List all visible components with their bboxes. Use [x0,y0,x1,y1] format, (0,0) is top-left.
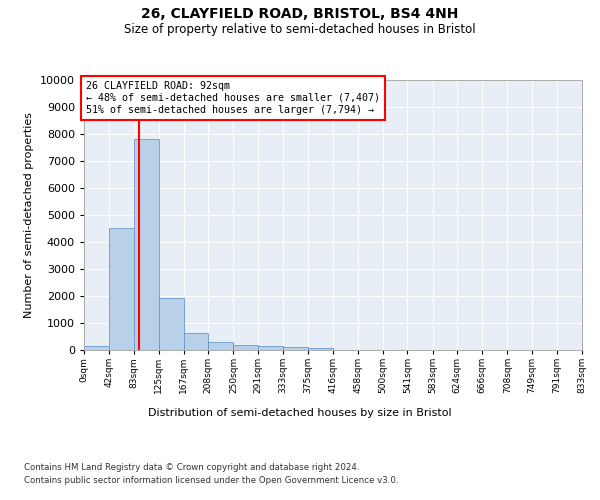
Text: 26 CLAYFIELD ROAD: 92sqm
← 48% of semi-detached houses are smaller (7,407)
51% o: 26 CLAYFIELD ROAD: 92sqm ← 48% of semi-d… [86,82,380,114]
Bar [258,346,283,350]
Text: 26, CLAYFIELD ROAD, BRISTOL, BS4 4NH: 26, CLAYFIELD ROAD, BRISTOL, BS4 4NH [142,8,458,22]
Text: Distribution of semi-detached houses by size in Bristol: Distribution of semi-detached houses by … [148,408,452,418]
Bar [159,298,184,350]
Bar [84,346,109,350]
Text: Size of property relative to semi-detached houses in Bristol: Size of property relative to semi-detach… [124,22,476,36]
Bar [109,228,134,350]
Bar [184,334,208,350]
Bar [233,346,258,350]
Bar [283,347,308,350]
Bar [308,348,333,350]
Y-axis label: Number of semi-detached properties: Number of semi-detached properties [25,112,34,318]
Text: Contains HM Land Registry data © Crown copyright and database right 2024.: Contains HM Land Registry data © Crown c… [24,462,359,471]
Text: Contains public sector information licensed under the Open Government Licence v3: Contains public sector information licen… [24,476,398,485]
Bar [134,140,159,350]
Bar [208,342,233,350]
